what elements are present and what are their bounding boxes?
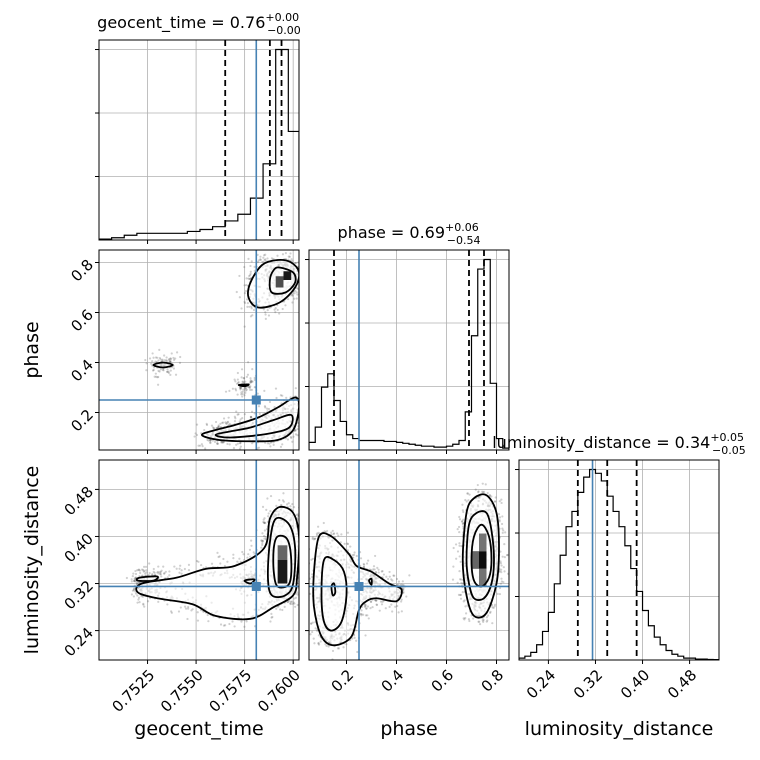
- pair-phase-luminosity_distance-contour: [465, 510, 495, 601]
- ylabel-luminosity_distance: luminosity_distance: [21, 466, 43, 655]
- pair-geocent_time-phase-ytick-label: 0.8: [67, 256, 97, 286]
- pair-geocent_time-luminosity_distance-xtick-label: 0.7575: [206, 666, 256, 716]
- pair-geocent_time-luminosity_distance-density: [277, 545, 288, 584]
- hist-geocent_time-title: geocent_time = 0.76+0.00 −0.00: [97, 11, 301, 37]
- xlabel-geocent_time: geocent_time: [134, 718, 263, 740]
- hist-luminosity_distance-xtick-label: 0.40: [617, 666, 653, 702]
- hist-luminosity_distance-xtick-label: 0.48: [664, 666, 700, 702]
- pair-phase-luminosity_distance-contour: [320, 556, 348, 632]
- hist-geocent_time-panel: geocent_time = 0.76+0.00 −0.00: [95, 11, 301, 244]
- pair-phase-luminosity_distance-xtick-label: 0.6: [428, 666, 458, 696]
- hist-luminosity_distance-frame: [518, 459, 720, 661]
- pair-geocent_time-phase-grid: [99, 250, 299, 450]
- pair-geocent_time-luminosity_distance-ytick-label: 0.32: [61, 577, 97, 613]
- pair-phase-luminosity_distance-density-cell: [479, 551, 487, 569]
- hist-luminosity_distance-panel: luminosity_distance = 0.34+0.05 −0.05 0.24…: [492, 431, 746, 702]
- pair-geocent_time-phase-density-cell: [283, 271, 292, 280]
- pair-phase-luminosity_distance-frame: [308, 459, 510, 661]
- hist-luminosity_distance-title: luminosity_distance = 0.34+0.05 −0.05: [492, 431, 746, 457]
- pair-phase-luminosity_distance-truth-marker: [354, 581, 364, 591]
- pair-phase-luminosity_distance-contour: [368, 577, 373, 586]
- hist-geocent_time-bars: [99, 48, 299, 240]
- pair-geocent_time-luminosity_distance-contour: [135, 505, 299, 621]
- pair-geocent_time-luminosity_distance-xtick-label: 0.7525: [108, 666, 158, 716]
- pair-phase-luminosity_distance-density-cell: [471, 551, 479, 569]
- xlabel-phase: phase: [380, 718, 437, 740]
- pair-geocent_time-phase-density: [275, 271, 292, 288]
- pair-geocent_time-phase-contour: [247, 259, 299, 309]
- pair-phase-luminosity_distance-xtick-label: 0.2: [328, 666, 358, 696]
- pair-phase-luminosity_distance-density: [471, 533, 487, 587]
- pair-geocent_time-phase-frame: [98, 249, 300, 451]
- hist-phase-title: phase = 0.69+0.06 −0.54: [338, 221, 481, 247]
- pair-phase-luminosity_distance-density-cell: [479, 568, 487, 587]
- pair-geocent_time-luminosity_distance-ytick-label: 0.48: [61, 483, 97, 519]
- hist-phase-frame: [308, 249, 510, 451]
- pair-phase-luminosity_distance-xtick-label: 0.4: [378, 666, 408, 696]
- pair-geocent_time-luminosity_distance-contour: [266, 516, 297, 599]
- hist-luminosity_distance-xtick-label: 0.24: [523, 666, 559, 702]
- hist-geocent_time-grid: [99, 40, 299, 240]
- pair-geocent_time-phase-density-cell: [275, 276, 284, 288]
- pair-phase-luminosity_distance-density-cell: [479, 533, 487, 552]
- pair-geocent_time-luminosity_distance-xtick-label: 0.7550: [157, 666, 207, 716]
- pair-geocent_time-luminosity_distance-xtick-label: 0.7600: [254, 666, 304, 716]
- pair-geocent_time-phase-contour: [237, 383, 250, 388]
- hist-phase-bars: [309, 258, 509, 450]
- pair-phase-luminosity_distance-contour: [470, 523, 493, 588]
- pair-geocent_time-phase-ytick-label: 0.2: [67, 406, 97, 436]
- pair-geocent_time-phase-truth-marker: [251, 395, 261, 405]
- hist-phase-panel: phase = 0.69+0.06 −0.54: [305, 221, 510, 454]
- hist-luminosity_distance-xtick-label: 0.32: [570, 666, 606, 702]
- pair-geocent_time-luminosity_distance-density-cell: [277, 545, 288, 560]
- pair-geocent_time-phase-panel: 0.2 0.4 0.6 0.8: [67, 249, 300, 454]
- pair-geocent_time-phase-ytick-label: 0.6: [67, 306, 97, 336]
- pair-geocent_time-luminosity_distance-frame: [98, 459, 300, 661]
- ylabel-phase: phase: [21, 321, 43, 378]
- xlabel-luminosity_distance: luminosity_distance: [525, 718, 714, 740]
- pair-phase-luminosity_distance-panel: 0.2 0.4 0.6 0.8: [305, 459, 510, 696]
- pair-geocent_time-luminosity_distance-truth-marker: [251, 581, 261, 591]
- pair-geocent_time-luminosity_distance-ytick-label: 0.24: [61, 624, 97, 660]
- pair-phase-luminosity_distance-xtick-label: 0.8: [478, 666, 508, 696]
- pair-geocent_time-phase-contour: [268, 266, 297, 295]
- pair-geocent_time-phase-ytick-label: 0.4: [67, 356, 97, 386]
- pair-geocent_time-luminosity_distance-ytick-label: 0.40: [61, 530, 97, 566]
- pair-geocent_time-phase-contour: [214, 413, 294, 439]
- pair-geocent_time-luminosity_distance-density-cell: [277, 560, 288, 584]
- pair-geocent_time-phase-contour: [152, 361, 174, 369]
- hist-luminosity_distance-bars: [519, 468, 719, 660]
- pair-geocent_time-luminosity_distance-fills: [137, 507, 299, 619]
- pair-geocent_time-luminosity_distance-contour: [243, 578, 256, 585]
- hist-phase-grid: [309, 250, 509, 450]
- pair-geocent_time-luminosity_distance-contour: [135, 575, 159, 582]
- pair-phase-luminosity_distance-contour: [312, 532, 403, 647]
- pair-geocent_time-luminosity_distance-contour: [272, 534, 293, 589]
- pair-geocent_time-luminosity_distance-contours: [135, 505, 299, 621]
- pair-phase-luminosity_distance-contour: [330, 582, 337, 597]
- hist-geocent_time-frame: [98, 39, 300, 241]
